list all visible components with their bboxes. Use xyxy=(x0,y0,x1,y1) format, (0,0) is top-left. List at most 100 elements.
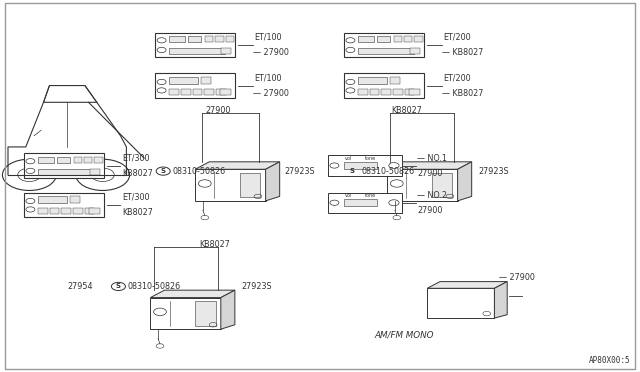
Polygon shape xyxy=(221,290,235,329)
Bar xyxy=(169,48,225,54)
Text: ET/300: ET/300 xyxy=(122,154,150,163)
Text: KB8027: KB8027 xyxy=(391,106,422,115)
Bar xyxy=(89,208,100,214)
Text: ET/200: ET/200 xyxy=(444,33,471,42)
Bar xyxy=(195,301,216,326)
Bar xyxy=(432,173,452,197)
Bar xyxy=(181,89,191,95)
Text: 08310-50826: 08310-50826 xyxy=(173,167,226,176)
Bar xyxy=(50,208,60,214)
Bar xyxy=(215,36,224,42)
Text: 08310-50826: 08310-50826 xyxy=(362,167,415,176)
Bar xyxy=(328,155,402,176)
Bar xyxy=(73,208,83,214)
Text: S: S xyxy=(349,168,355,174)
Bar xyxy=(193,89,202,95)
Text: — 27900: — 27900 xyxy=(499,273,535,282)
Bar xyxy=(90,169,100,174)
Polygon shape xyxy=(458,162,472,201)
Text: ET/100: ET/100 xyxy=(255,74,282,83)
Text: 27923S: 27923S xyxy=(479,167,509,176)
Bar xyxy=(404,89,415,95)
Bar xyxy=(95,157,103,163)
Text: ET/300: ET/300 xyxy=(122,193,150,202)
Text: — NO.1: — NO.1 xyxy=(417,154,447,163)
Bar xyxy=(61,208,71,214)
Bar xyxy=(204,89,214,95)
Text: — KB8027: — KB8027 xyxy=(442,89,483,98)
Bar xyxy=(393,89,403,95)
Bar xyxy=(378,36,390,42)
Bar xyxy=(150,298,221,329)
Bar xyxy=(358,36,374,42)
Bar xyxy=(38,157,54,163)
Polygon shape xyxy=(195,162,280,169)
Bar xyxy=(205,36,214,42)
Text: KB8027: KB8027 xyxy=(199,240,230,249)
Text: KB8027: KB8027 xyxy=(122,169,153,178)
Polygon shape xyxy=(387,162,472,169)
Bar xyxy=(358,89,367,95)
Text: 27923S: 27923S xyxy=(241,282,272,291)
Bar xyxy=(24,193,104,217)
Bar xyxy=(38,208,48,214)
Bar xyxy=(188,36,201,42)
Text: 27954: 27954 xyxy=(67,282,93,291)
Polygon shape xyxy=(428,282,507,288)
Bar xyxy=(409,89,420,95)
Bar xyxy=(358,48,414,54)
Bar xyxy=(38,169,93,174)
Bar xyxy=(70,196,79,203)
Text: vol: vol xyxy=(344,156,352,161)
Bar xyxy=(226,36,234,42)
Bar xyxy=(195,169,266,201)
Bar xyxy=(358,77,387,84)
Bar xyxy=(220,89,230,95)
Text: tone: tone xyxy=(365,156,376,161)
Text: tone: tone xyxy=(365,193,376,198)
Text: vol: vol xyxy=(344,193,352,198)
Bar xyxy=(387,169,458,201)
Text: 08310-50826: 08310-50826 xyxy=(128,282,181,291)
Bar xyxy=(415,36,422,42)
Bar xyxy=(85,208,95,214)
Bar xyxy=(370,89,380,95)
Text: KB8027: KB8027 xyxy=(122,208,153,217)
Text: — 27900: — 27900 xyxy=(253,48,289,57)
Bar xyxy=(428,288,494,318)
Bar xyxy=(155,74,236,98)
Text: 27900: 27900 xyxy=(417,169,443,178)
Polygon shape xyxy=(494,282,507,318)
Text: 27923S: 27923S xyxy=(285,167,316,176)
Text: ET/100: ET/100 xyxy=(255,33,282,42)
Bar xyxy=(240,173,260,197)
Text: AM/FM MONO: AM/FM MONO xyxy=(374,330,434,339)
Bar xyxy=(169,89,179,95)
Bar xyxy=(381,89,391,95)
Bar xyxy=(344,199,378,206)
Bar xyxy=(390,77,399,84)
Text: 27900: 27900 xyxy=(205,106,230,115)
Text: — 27900: — 27900 xyxy=(253,89,289,98)
Bar xyxy=(404,36,412,42)
Bar xyxy=(394,36,402,42)
Polygon shape xyxy=(266,162,280,201)
Polygon shape xyxy=(150,290,235,298)
Bar xyxy=(24,153,104,177)
Text: S: S xyxy=(116,283,121,289)
Text: S: S xyxy=(161,168,166,174)
Bar xyxy=(410,48,420,54)
Bar xyxy=(344,32,424,57)
Bar xyxy=(221,48,230,54)
Text: AP80X00:5: AP80X00:5 xyxy=(589,356,630,365)
Text: 27900: 27900 xyxy=(417,206,443,215)
Text: — NO.2: — NO.2 xyxy=(417,191,447,200)
Bar xyxy=(344,162,378,169)
Bar xyxy=(344,74,424,98)
Bar xyxy=(216,89,226,95)
Bar xyxy=(84,157,93,163)
Bar xyxy=(169,77,198,84)
Text: ET/200: ET/200 xyxy=(444,74,471,83)
Bar xyxy=(201,77,211,84)
Bar xyxy=(169,36,186,42)
